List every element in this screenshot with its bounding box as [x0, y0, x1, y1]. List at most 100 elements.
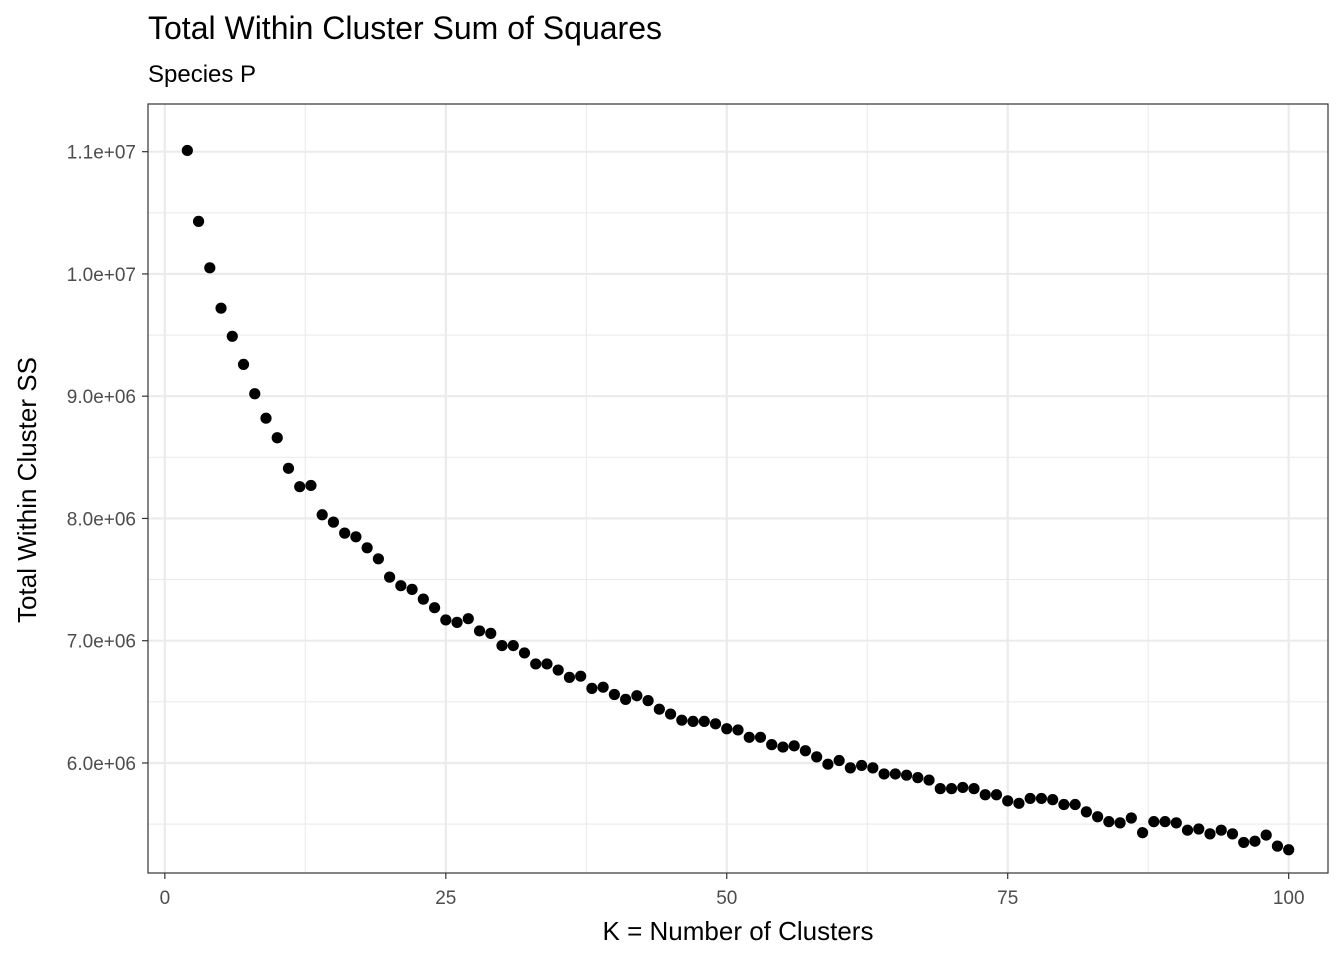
data-point	[226, 330, 238, 342]
data-point	[608, 688, 620, 701]
data-point	[743, 731, 755, 743]
major-gridlines	[148, 104, 1328, 873]
data-point	[900, 769, 913, 781]
x-tick-label: 0	[160, 888, 171, 909]
data-point	[563, 671, 576, 683]
x-tick-label: 100	[1273, 888, 1305, 909]
data-point	[294, 481, 306, 493]
data-point	[485, 627, 497, 639]
data-point	[979, 789, 991, 801]
data-point	[1170, 817, 1182, 829]
data-point	[1159, 816, 1171, 828]
data-point	[462, 613, 474, 625]
data-point	[1271, 840, 1284, 852]
data-point	[530, 658, 542, 670]
y-tick-label: 8.0e+06	[67, 509, 136, 530]
chart-title: Total Within Cluster Sum of Squares	[148, 10, 662, 46]
x-tick-label: 50	[716, 888, 737, 909]
data-point	[889, 768, 901, 780]
data-point	[1215, 824, 1227, 836]
data-point	[575, 670, 587, 682]
x-axis: 0 25 50 75 100	[160, 873, 1305, 909]
data-point	[181, 144, 193, 157]
data-point	[1125, 812, 1137, 824]
data-point	[811, 751, 823, 763]
data-point	[934, 783, 946, 795]
data-point	[586, 682, 598, 694]
data-point	[249, 388, 261, 400]
y-tick-label: 7.0e+06	[67, 632, 136, 653]
data-point	[687, 715, 699, 728]
data-point	[192, 215, 205, 227]
y-tick-label: 6.0e+06	[67, 754, 136, 775]
data-point	[552, 664, 564, 676]
data-point	[878, 768, 890, 780]
data-point	[428, 602, 441, 614]
data-point	[631, 690, 643, 702]
data-point	[957, 781, 969, 794]
data-point	[698, 715, 710, 728]
data-point	[282, 462, 295, 474]
data-point	[1283, 844, 1295, 856]
data-point	[754, 731, 767, 743]
data-points	[181, 144, 1295, 856]
data-point	[1058, 798, 1070, 811]
data-point	[305, 479, 317, 492]
x-tick-label: 75	[997, 888, 1018, 909]
y-tick-label: 9.0e+06	[67, 387, 136, 408]
data-point	[204, 262, 216, 274]
data-point	[237, 358, 250, 371]
data-point	[732, 724, 744, 736]
data-point	[451, 616, 463, 628]
data-point	[676, 714, 688, 726]
data-point	[1092, 811, 1104, 823]
data-point	[1002, 795, 1014, 807]
data-point	[1047, 794, 1059, 806]
data-point	[1260, 829, 1272, 841]
panel-border	[147, 103, 1329, 874]
data-point	[1148, 816, 1160, 828]
chart-subtitle: Species P	[148, 61, 256, 88]
data-point	[777, 741, 789, 753]
data-point	[1103, 816, 1115, 828]
data-point	[339, 527, 351, 539]
data-point	[788, 740, 800, 752]
data-point	[1249, 835, 1261, 847]
data-point	[496, 640, 508, 652]
data-point	[653, 703, 665, 715]
data-point	[473, 625, 486, 637]
data-point	[597, 681, 609, 693]
y-axis: 6.0e+06 7.0e+06 8.0e+06 9.0e+06 1.0e+07 1.1e+…	[67, 143, 148, 775]
data-point	[260, 412, 272, 424]
data-point	[361, 542, 373, 554]
x-axis-title: K = Number of Clusters	[603, 916, 874, 946]
data-point	[1226, 828, 1239, 840]
data-point	[350, 531, 362, 543]
data-point	[372, 553, 384, 565]
data-point	[1114, 817, 1126, 829]
y-axis-title: Total Within Cluster SS	[12, 357, 42, 623]
data-point	[721, 723, 733, 735]
data-point	[1080, 806, 1092, 818]
data-point	[518, 647, 531, 659]
x-tick-label: 25	[435, 888, 456, 909]
data-point	[822, 758, 834, 770]
minor-gridlines	[148, 104, 1328, 873]
data-point	[1013, 797, 1025, 809]
data-point	[620, 693, 632, 705]
data-point	[1069, 798, 1081, 811]
data-point	[395, 580, 407, 592]
data-point	[923, 774, 935, 786]
data-point	[1238, 836, 1250, 849]
y-tick-label: 1.1e+07	[67, 143, 136, 164]
data-point	[709, 718, 722, 730]
data-point	[867, 762, 879, 774]
data-point	[1024, 792, 1036, 805]
data-point	[1035, 792, 1048, 805]
data-point	[844, 762, 856, 774]
data-point	[440, 614, 452, 626]
data-point	[968, 783, 980, 795]
data-point	[215, 302, 227, 314]
data-point	[316, 509, 328, 521]
